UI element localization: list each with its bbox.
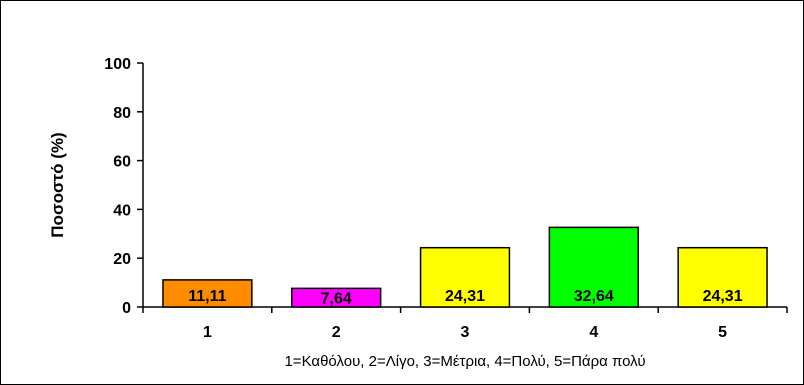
x-tick-label: 4 <box>589 324 598 341</box>
bar-value-label: 24,31 <box>703 288 743 305</box>
x-tick-label: 1 <box>203 324 212 341</box>
bar-value-label: 24,31 <box>445 288 485 305</box>
bar-1 <box>162 279 253 308</box>
x-tick-label: 2 <box>332 324 341 341</box>
y-tick-label: 60 <box>113 154 131 171</box>
bars: 11,11 7,64 24,31 32,64 24,31 <box>162 226 768 308</box>
y-tick-label: 100 <box>104 56 131 73</box>
y-tick-label: 0 <box>122 300 131 317</box>
bar-value-label: 7,64 <box>321 291 352 308</box>
y-tick-label: 40 <box>113 202 131 219</box>
y-axis-title: Ποσοστό (%) <box>48 132 67 237</box>
bar-3 <box>419 246 511 308</box>
x-tick-label: 5 <box>718 324 727 341</box>
bar-4 <box>548 226 639 308</box>
bar-5 <box>677 246 768 308</box>
bar-value-label: 32,64 <box>574 288 614 305</box>
y-tick-label: 80 <box>113 105 131 122</box>
y-axis: 0 20 40 60 80 100 <box>104 56 144 317</box>
x-axis-caption: 1=Καθόλου, 2=Λίγο, 3=Μέτρια, 4=Πολύ, 5=Π… <box>284 353 645 370</box>
bar-value-label: 11,11 <box>188 288 226 305</box>
bar-2 <box>291 287 382 308</box>
y-tick-label: 20 <box>113 251 131 268</box>
x-tick-label: 3 <box>461 324 470 341</box>
x-axis: 1 2 3 4 5 <box>142 306 788 341</box>
